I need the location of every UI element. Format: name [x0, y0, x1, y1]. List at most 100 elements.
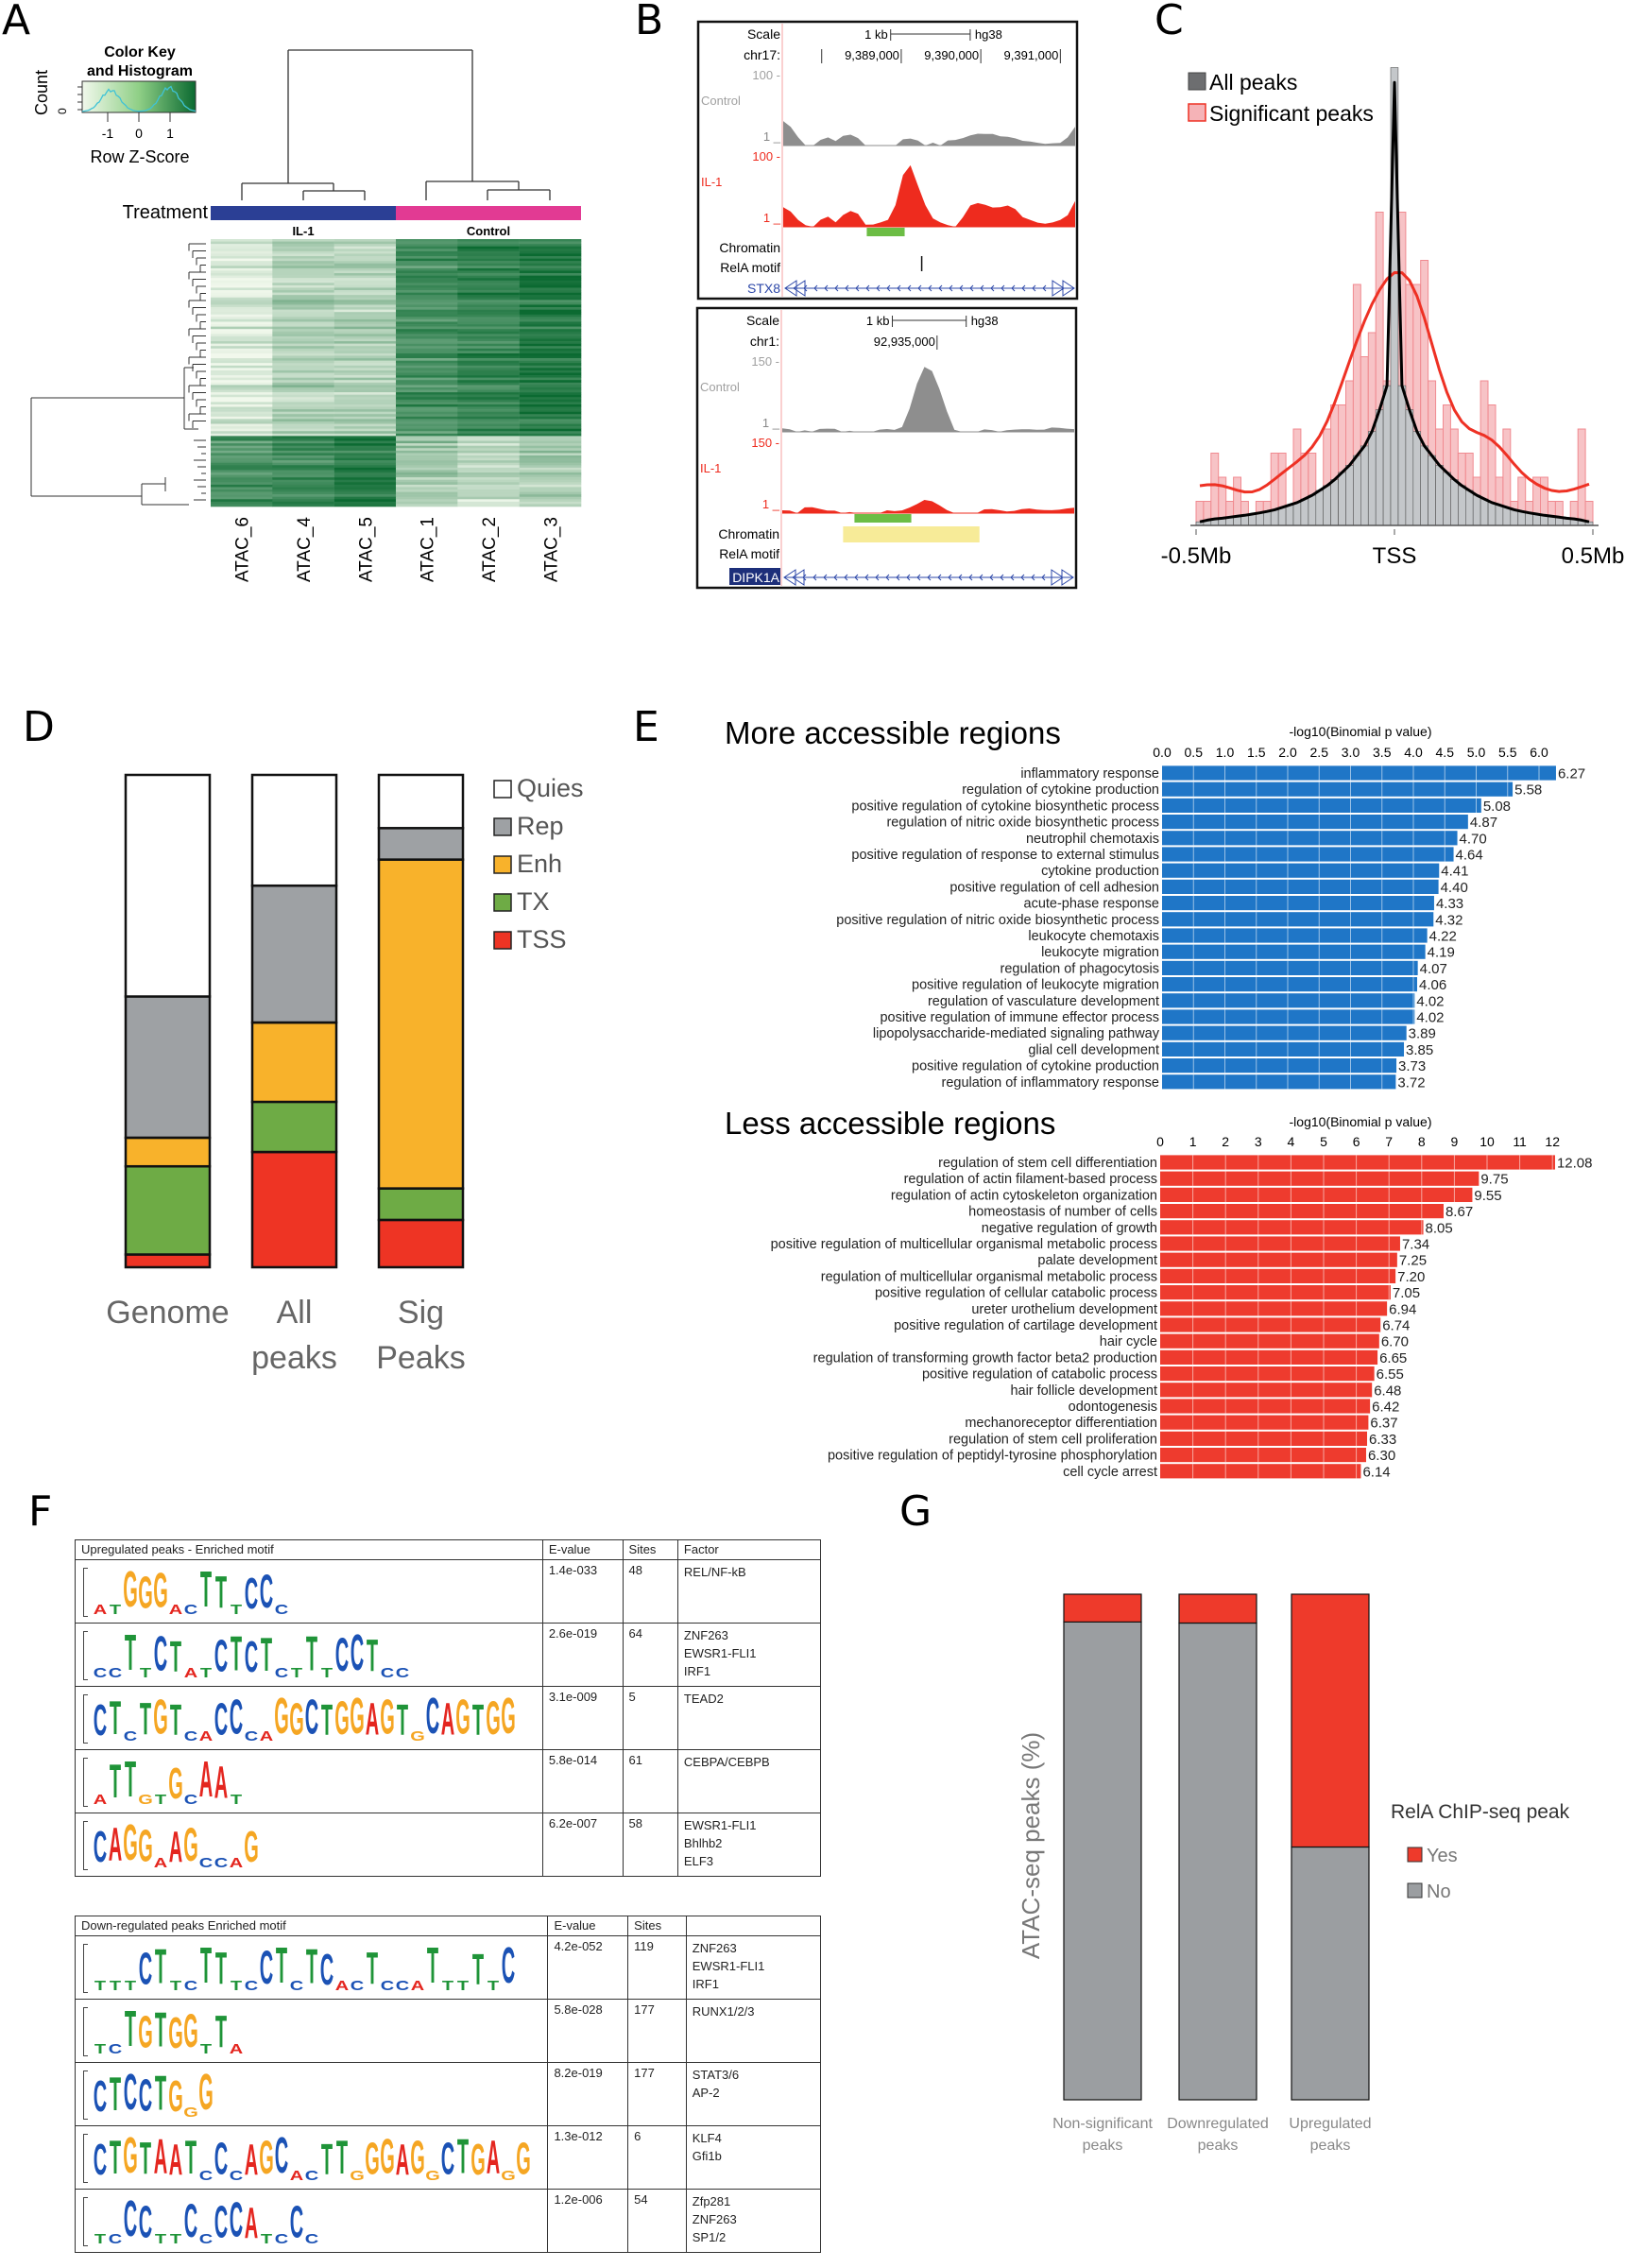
category-label: positive regulation of cell adhesion	[949, 880, 1159, 895]
bar	[1162, 1009, 1415, 1024]
heatmap-cell	[457, 329, 520, 333]
heatmap-cell	[396, 273, 458, 276]
heatmap-cell	[334, 307, 397, 310]
nucleotide-letter: C	[259, 1943, 274, 1996]
x-axis-tick-label: 4.0	[1404, 745, 1423, 760]
heatmap-cell	[334, 387, 397, 390]
nucleotide-letter: C	[350, 1978, 365, 1994]
nucleotide-letter: T	[199, 1939, 213, 1996]
category-label: glial cell development	[1028, 1042, 1159, 1057]
heatmap-cell	[519, 479, 582, 483]
nucleotide-letter: G	[123, 1563, 138, 1620]
nucleotide-letter: A	[410, 1978, 425, 1994]
heatmap-cell	[519, 443, 582, 446]
nucleotide-letter: C	[93, 1824, 108, 1873]
heatmap-cell	[211, 263, 273, 266]
heatmap-cell	[457, 292, 520, 296]
heatmap-cell	[457, 380, 520, 384]
heatmap-cell	[272, 329, 334, 333]
heatmap-cell	[396, 423, 458, 427]
legend-label-no: No	[1427, 1881, 1451, 1902]
heatmap-cell	[396, 380, 458, 384]
x-axis-tick-label: 2	[1222, 1134, 1229, 1149]
x-axis-tick-label: 0.0	[1153, 745, 1172, 760]
heatmap-cell	[519, 431, 582, 435]
heatmap-cell	[396, 253, 458, 257]
heatmap-cell	[457, 331, 520, 335]
category-label: peaks	[251, 1340, 337, 1376]
heatmap-cell	[396, 448, 458, 452]
nucleotide-letter: T	[320, 1665, 334, 1681]
bar-segment-tss	[377, 1218, 465, 1269]
table-row: C C T T C T A T C T C T C T T T C C T C C 2.6e-019 64 ZNF263 EWS…	[75, 1623, 822, 1687]
heatmap-cell	[272, 369, 334, 373]
heatmap-cell	[334, 273, 397, 276]
value-label: 4.02	[1416, 993, 1444, 1009]
value-label: 6.48	[1374, 1383, 1401, 1399]
heatmap-cell	[519, 317, 582, 320]
bar	[1162, 798, 1481, 813]
heatmap-cell	[396, 312, 458, 316]
heatmap-cell	[211, 326, 273, 330]
heatmap-cell	[457, 267, 520, 271]
heatmap-cell	[272, 438, 334, 441]
heatmap-cell	[211, 487, 273, 490]
scale-bar	[890, 29, 971, 41]
nucleotide-letter: A	[198, 1728, 214, 1744]
heatmap-cell	[396, 467, 458, 471]
nucleotide-letter: A	[168, 2137, 183, 2186]
heatmap-cell	[519, 462, 582, 466]
heatmap-cell	[396, 348, 458, 352]
heatmap-cell	[519, 304, 582, 308]
column-label: ATAC_3	[541, 517, 561, 582]
heatmap-cell	[457, 351, 520, 354]
heatmap-cell	[519, 380, 582, 384]
heatmap-cell	[396, 256, 458, 259]
heatmap-cell	[211, 329, 273, 333]
heatmap-cell	[457, 355, 520, 359]
nucleotide-letter: C	[198, 2168, 214, 2184]
heatmap-cell	[272, 416, 334, 420]
bar-segment-enh	[124, 1136, 212, 1168]
category-label: Non-significant	[1052, 2116, 1153, 2132]
heatmap-cell	[334, 263, 397, 266]
heatmap-cell	[396, 404, 458, 407]
heatmap-cell	[211, 355, 273, 359]
heatmap-cell	[211, 448, 273, 452]
signal-track-control	[782, 367, 1074, 432]
nucleotide-letter: G	[365, 2135, 380, 2186]
heatmap-cell	[334, 494, 397, 498]
bar	[1162, 928, 1428, 943]
heatmap-cell	[519, 309, 582, 313]
heatmap-cell	[457, 253, 520, 257]
heatmap-cell	[272, 284, 334, 288]
heatmap-cell	[272, 314, 334, 318]
value-label: 6.94	[1389, 1301, 1416, 1317]
heatmap-cell	[519, 477, 582, 480]
bar-segment-enh	[377, 858, 465, 1190]
heatmap-cell	[457, 275, 520, 279]
legend-label-all-peaks: All peaks	[1209, 70, 1297, 94]
significant-peaks-bar	[1577, 428, 1586, 526]
column-header: Sites	[627, 1916, 687, 1936]
panel-label-d: D	[23, 703, 55, 751]
sites-cell: 177	[627, 1999, 687, 2063]
y-axis-label: ATAC-seq peaks (%)	[1017, 1732, 1045, 1959]
browser-frame	[696, 20, 1079, 301]
value-label: 4.07	[1420, 961, 1447, 977]
nucleotide-letter: C	[274, 2231, 289, 2247]
nucleotide-letter: C	[214, 1855, 229, 1871]
category-label: positive regulation of response to exter…	[851, 848, 1159, 863]
zscore-tick-label: 1	[166, 126, 174, 141]
nucleotide-letter: T	[109, 2133, 122, 2186]
logo-bits-axis	[83, 1758, 88, 1807]
heatmap-cell	[272, 239, 334, 242]
nucleotide-letter: G	[380, 2131, 395, 2186]
nucleotide-letter: T	[94, 1978, 107, 1994]
heatmap-cell	[272, 426, 334, 429]
heatmap-cell	[457, 258, 520, 262]
track-min-label: 1 _	[762, 497, 780, 511]
heatmap-cell	[211, 436, 273, 439]
